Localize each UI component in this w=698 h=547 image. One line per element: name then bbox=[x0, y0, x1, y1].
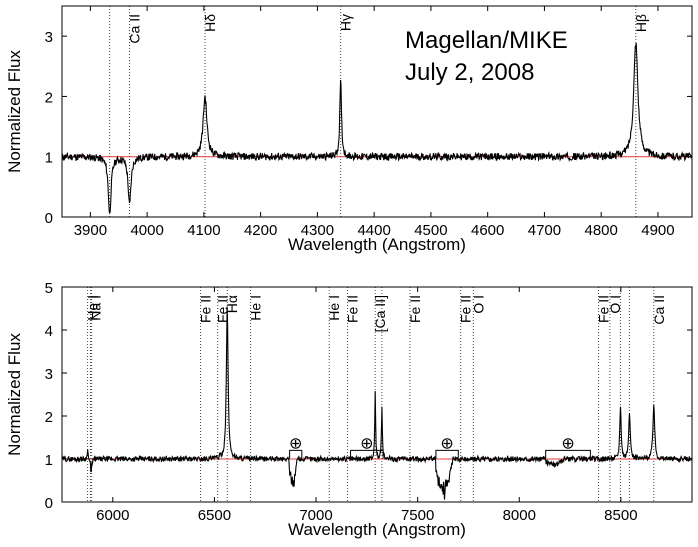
y-tick-label: 2 bbox=[45, 89, 53, 106]
line-marker-label: He I bbox=[248, 295, 264, 321]
y-axis-label: Normalized Flux bbox=[5, 50, 24, 173]
x-tick-label: 6000 bbox=[96, 507, 129, 524]
line-marker-label: Fe II bbox=[596, 295, 612, 323]
line-marker-label: Fe II bbox=[215, 295, 231, 323]
line-marker-label: Fe II bbox=[198, 295, 214, 323]
line-marker-label: Ca II bbox=[651, 295, 667, 325]
x-tick-label: 7500 bbox=[401, 507, 434, 524]
x-axis-label: Wavelength (Angstrom) bbox=[288, 520, 466, 539]
telluric-symbol: ⊕ bbox=[440, 435, 453, 452]
telluric-bracket bbox=[289, 449, 303, 459]
line-marker-label: He I bbox=[85, 295, 101, 321]
x-tick-label: 4900 bbox=[641, 222, 674, 239]
chart-annotation: July 2, 2008 bbox=[405, 59, 534, 86]
line-marker-label: Fe II bbox=[458, 295, 474, 323]
line-marker-label: Fe II bbox=[345, 295, 361, 323]
line-marker-label: He I bbox=[326, 295, 342, 321]
x-tick-label: 4600 bbox=[471, 222, 504, 239]
line-marker-label: Fe II bbox=[407, 295, 423, 323]
spectrum-series bbox=[61, 43, 693, 214]
telluric-bracket bbox=[545, 449, 591, 459]
plot-frame bbox=[61, 5, 693, 218]
x-tick-label: 6500 bbox=[198, 507, 231, 524]
telluric-symbol: ⊕ bbox=[561, 435, 574, 452]
x-tick-label: 8500 bbox=[604, 507, 637, 524]
x-tick-label: 4100 bbox=[187, 222, 220, 239]
telluric-symbol: ⊕ bbox=[289, 435, 302, 452]
spectrum-series bbox=[61, 306, 693, 500]
telluric-symbol: ⊕ bbox=[360, 435, 373, 452]
x-tick-label: 4400 bbox=[357, 222, 390, 239]
line-marker-label: Ca II bbox=[127, 14, 143, 44]
line-marker-label: O I bbox=[607, 295, 623, 314]
x-tick-label: 4800 bbox=[585, 222, 618, 239]
x-tick-label: 7000 bbox=[299, 507, 332, 524]
chart-annotation: Magellan/MIKE bbox=[405, 27, 568, 54]
line-marker-label: Hβ bbox=[633, 14, 649, 32]
line-marker-label: Na I bbox=[87, 295, 103, 321]
y-tick-label: 4 bbox=[45, 323, 53, 340]
y-tick-label: 3 bbox=[45, 29, 53, 46]
x-tick-label: 3900 bbox=[74, 222, 107, 239]
x-tick-label: 4000 bbox=[130, 222, 163, 239]
telluric-bracket bbox=[435, 449, 459, 459]
y-tick-label: 5 bbox=[45, 280, 53, 297]
x-tick-label: 4300 bbox=[301, 222, 334, 239]
line-marker-label: O I bbox=[470, 295, 486, 314]
line-marker-label: [Ca II] bbox=[372, 295, 388, 332]
y-axis-label: Normalized Flux bbox=[5, 333, 24, 456]
line-marker-label: Hα bbox=[224, 295, 240, 313]
y-tick-label: 0 bbox=[45, 210, 53, 227]
x-tick-label: 4700 bbox=[528, 222, 561, 239]
line-marker-label: Hδ bbox=[202, 14, 218, 32]
y-tick-label: 3 bbox=[45, 366, 53, 383]
top-panel: 3900 4000 4100 4200 4300 4400 4500 4600 4700 4800… bbox=[5, 5, 693, 254]
x-tick-label: 4200 bbox=[244, 222, 277, 239]
x-tick-label: 4500 bbox=[414, 222, 447, 239]
line-marker-label: Hγ bbox=[338, 14, 354, 31]
y-tick-label: 0 bbox=[45, 495, 53, 512]
y-tick-label: 2 bbox=[45, 409, 53, 426]
plot-frame bbox=[61, 286, 693, 503]
y-tick-label: 1 bbox=[45, 150, 53, 167]
y-tick-label: 1 bbox=[45, 452, 53, 469]
x-axis-label: Wavelength (Angstrom) bbox=[288, 235, 466, 254]
x-tick-label: 8000 bbox=[503, 507, 536, 524]
